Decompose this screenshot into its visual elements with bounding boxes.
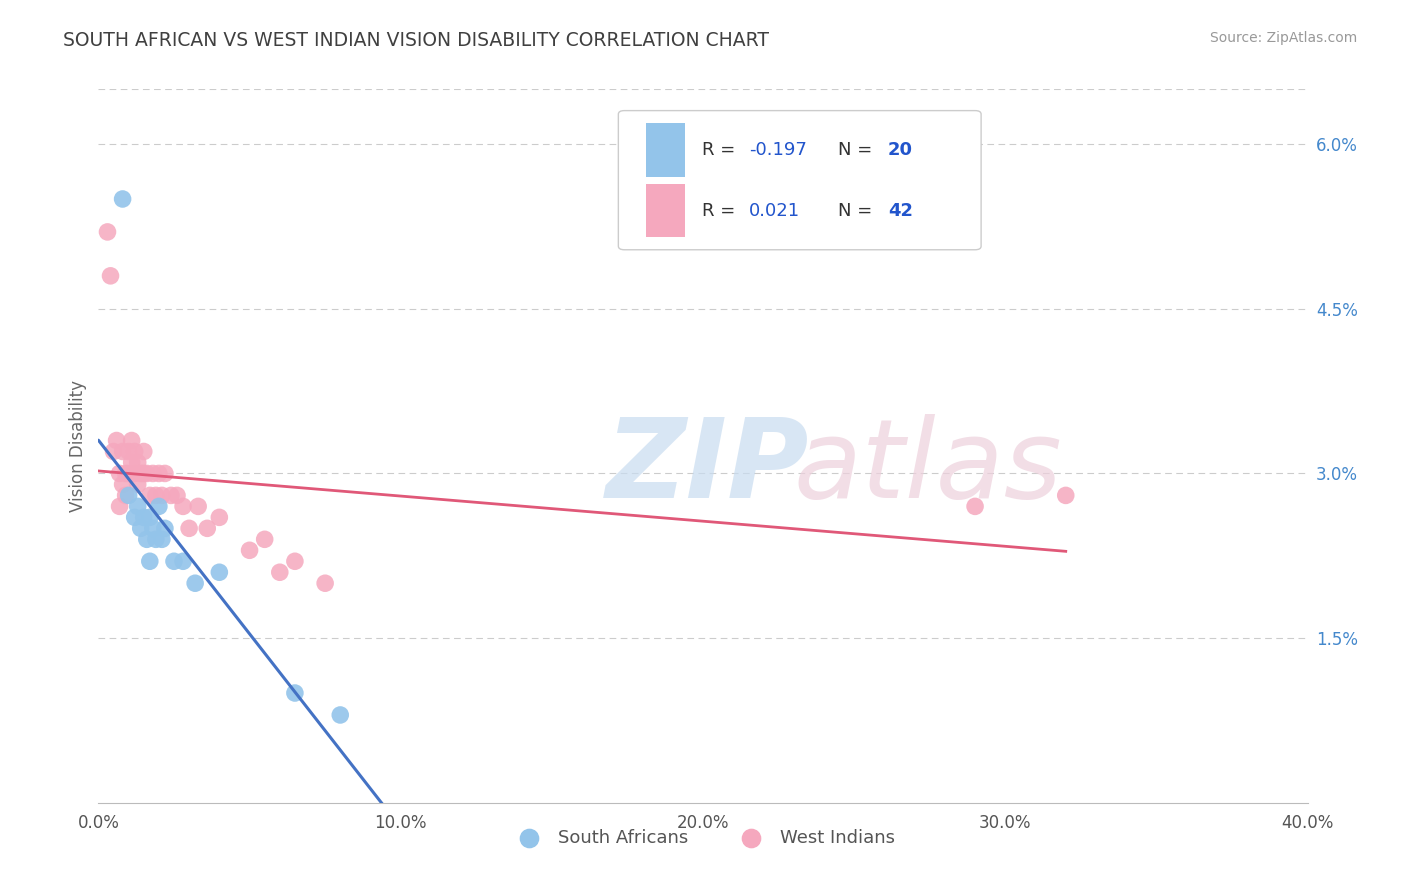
Point <box>142 521 165 535</box>
Point <box>148 467 170 481</box>
Point <box>172 500 194 514</box>
Point <box>284 554 307 568</box>
Text: 0.021: 0.021 <box>749 202 800 219</box>
Point <box>139 554 162 568</box>
Point <box>127 477 149 491</box>
Legend: South Africans, West Indians: South Africans, West Indians <box>503 822 903 855</box>
Point <box>111 477 134 491</box>
Point <box>187 500 209 514</box>
Text: N =: N = <box>838 202 879 219</box>
Point <box>135 467 157 481</box>
Point <box>153 521 176 535</box>
Point <box>118 488 141 502</box>
FancyBboxPatch shape <box>619 111 981 250</box>
Point <box>284 686 307 700</box>
Point <box>114 488 136 502</box>
Point <box>163 554 186 568</box>
Point <box>1054 488 1077 502</box>
Point <box>121 434 143 448</box>
Point <box>145 533 167 547</box>
Point <box>208 566 231 580</box>
Point <box>329 708 352 723</box>
Point <box>145 488 167 502</box>
Point <box>314 576 336 591</box>
Point <box>111 192 134 206</box>
Point <box>124 444 146 458</box>
Text: N =: N = <box>838 141 879 159</box>
Point <box>129 467 152 481</box>
Point <box>108 467 131 481</box>
Point <box>965 500 987 514</box>
Text: atlas: atlas <box>793 414 1063 521</box>
Point <box>121 455 143 469</box>
Text: SOUTH AFRICAN VS WEST INDIAN VISION DISABILITY CORRELATION CHART: SOUTH AFRICAN VS WEST INDIAN VISION DISA… <box>63 31 769 50</box>
Point <box>103 444 125 458</box>
Point <box>142 467 165 481</box>
Point <box>118 467 141 481</box>
Point <box>150 533 173 547</box>
Point <box>127 500 149 514</box>
Text: -0.197: -0.197 <box>749 141 807 159</box>
Point <box>135 533 157 547</box>
Point <box>105 434 128 448</box>
Point <box>150 488 173 502</box>
Point <box>132 467 155 481</box>
Point <box>111 444 134 458</box>
Text: ZIP: ZIP <box>606 414 810 521</box>
Point <box>148 500 170 514</box>
Point <box>253 533 276 547</box>
Point <box>172 554 194 568</box>
Y-axis label: Vision Disability: Vision Disability <box>69 380 87 512</box>
Text: 42: 42 <box>889 202 912 219</box>
Point <box>139 510 162 524</box>
Text: Source: ZipAtlas.com: Source: ZipAtlas.com <box>1209 31 1357 45</box>
Point <box>114 467 136 481</box>
Point <box>124 467 146 481</box>
FancyBboxPatch shape <box>647 184 685 237</box>
Point <box>118 444 141 458</box>
Text: R =: R = <box>702 202 741 219</box>
Point <box>127 455 149 469</box>
Point <box>153 467 176 481</box>
Point <box>124 510 146 524</box>
Text: R =: R = <box>702 141 741 159</box>
Point <box>269 566 291 580</box>
Point <box>160 488 183 502</box>
Point <box>100 268 122 283</box>
FancyBboxPatch shape <box>647 123 685 177</box>
Point <box>132 444 155 458</box>
Point <box>239 543 262 558</box>
Point <box>208 510 231 524</box>
Point <box>195 521 218 535</box>
Point <box>139 488 162 502</box>
Text: 20: 20 <box>889 141 912 159</box>
Point <box>166 488 188 502</box>
Point <box>179 521 201 535</box>
Point <box>184 576 207 591</box>
Point <box>96 225 118 239</box>
Point <box>129 521 152 535</box>
Point <box>132 510 155 524</box>
Point <box>108 500 131 514</box>
